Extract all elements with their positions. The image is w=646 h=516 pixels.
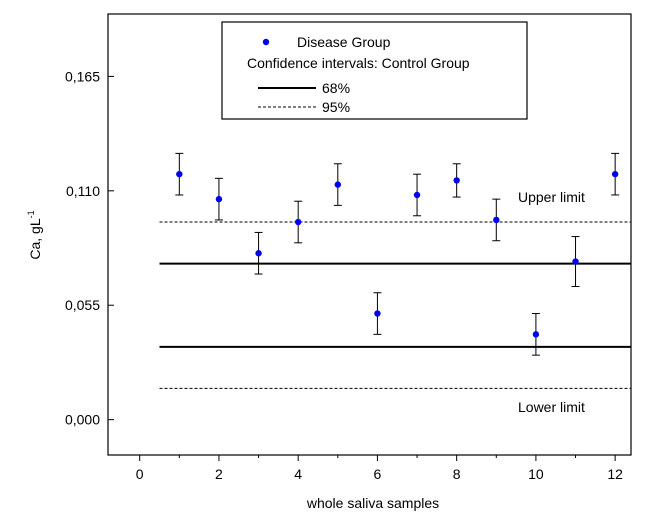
error-bars — [175, 152, 620, 356]
annotation-upper-limit: Upper limit — [518, 189, 585, 205]
data-point — [255, 250, 262, 257]
data-point — [532, 331, 540, 338]
legend-label-disease-group: Disease Group — [297, 34, 391, 50]
data-point — [374, 310, 381, 317]
x-tick-label: 10 — [528, 466, 544, 482]
x-tick-label: 4 — [294, 466, 302, 482]
legend-label-68: 68% — [322, 80, 350, 96]
y-tick-label: 0,165 — [65, 68, 100, 84]
legend-box — [221, 21, 528, 120]
data-points — [176, 170, 619, 338]
y-tick-label: 0,000 — [65, 412, 100, 428]
legend-marker-disease-group — [262, 38, 270, 46]
x-tick-label: 8 — [453, 466, 461, 482]
data-point — [611, 170, 619, 178]
legend: Disease Group Confidence intervals: Cont… — [221, 21, 528, 120]
legend-label-95: 95% — [322, 99, 350, 115]
plot-frame — [107, 13, 632, 456]
data-point — [215, 195, 223, 203]
y-axis-label-superscript: -1 — [26, 210, 36, 218]
x-tick-label: 6 — [374, 466, 382, 482]
confidence-lines — [159, 221, 631, 389]
legend-title: Confidence intervals: Control Group — [247, 55, 470, 71]
data-point — [572, 258, 579, 265]
data-point — [334, 181, 342, 188]
data-point — [493, 216, 500, 224]
y-axis: 0,000 0,055 0,110 0,165 — [65, 68, 114, 428]
y-axis-label: Ca, gL-1 — [26, 210, 43, 259]
annotation-lower-limit: Lower limit — [518, 399, 585, 415]
data-point — [294, 218, 302, 226]
data-point — [176, 170, 183, 178]
x-tick-label: 2 — [215, 466, 223, 482]
x-tick-label: 0 — [136, 466, 144, 482]
data-point — [413, 191, 421, 199]
x-axis-label: whole saliva samples — [306, 495, 439, 511]
x-axis: 0 2 4 6 8 10 12 — [136, 455, 623, 482]
y-tick-label: 0,110 — [66, 183, 100, 199]
y-axis-label-main: Ca, gL — [27, 218, 43, 259]
x-tick-label: 12 — [607, 466, 623, 482]
data-point — [453, 177, 460, 184]
y-tick-label: 0,055 — [65, 297, 100, 313]
